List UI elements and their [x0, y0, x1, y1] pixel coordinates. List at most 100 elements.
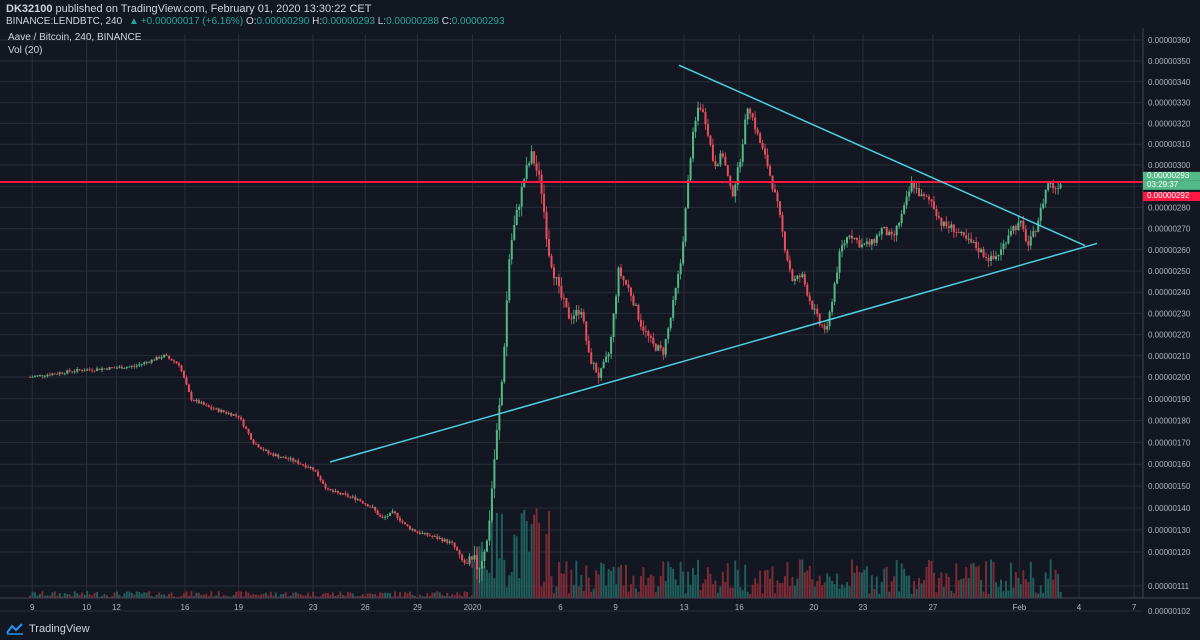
volume-bar [555, 586, 558, 598]
candle-body [41, 375, 44, 377]
candle-body [689, 158, 692, 181]
candle-body [701, 109, 704, 113]
candle-body [150, 359, 153, 363]
volume-bar [190, 591, 193, 598]
price-axis[interactable]: 0.00000360 0.00000350 0.00000340 0.00000330… [1142, 28, 1200, 620]
volume-bar [48, 595, 51, 598]
volume-bar [985, 561, 988, 598]
volume-bar [786, 562, 789, 598]
trendlines[interactable] [0, 64, 1143, 463]
candle-body [860, 244, 863, 248]
candle-body [1039, 208, 1042, 221]
candle-body [225, 412, 228, 414]
volume-bar [1052, 579, 1055, 598]
volume-bar [940, 572, 943, 598]
volume-bar [729, 587, 732, 598]
volume-bar [590, 591, 593, 598]
volume-bar [746, 591, 749, 598]
candle-body [408, 526, 411, 530]
volume-bar [349, 592, 352, 598]
candle-body [714, 160, 717, 167]
volume-bar [1007, 590, 1010, 598]
volume-bar [389, 593, 392, 598]
candle-body [277, 454, 280, 458]
time-axis[interactable]: 9 10 12 16 19 23 26 29 2020 6 9 13 16 20 23 27 Feb 4 7 [0, 597, 1200, 612]
volume-bar [1009, 562, 1012, 598]
last-price-label-bg [1143, 171, 1200, 181]
volume-bar [823, 582, 826, 598]
volume-bar [510, 572, 513, 598]
volume-bar [629, 584, 632, 598]
candle-body [493, 459, 496, 489]
volume-bar [381, 593, 384, 598]
series-title: Aave / Bitcoin, 240, BINANCE [8, 32, 142, 43]
candle-body [339, 492, 342, 495]
candle-body [299, 463, 302, 465]
volume-bar [716, 592, 719, 598]
volume-bar [235, 591, 238, 598]
candle-body [148, 361, 151, 363]
volume-bar [118, 594, 121, 598]
candle-body [552, 267, 555, 279]
volume-bar [905, 575, 908, 598]
time-tick-label: 23 [858, 603, 867, 612]
volume-bar [341, 595, 344, 598]
volume-bar [105, 595, 108, 598]
volume-bar [915, 588, 918, 598]
time-tick-label: 10 [82, 603, 91, 612]
volume-bar [431, 592, 434, 598]
volume-bar [428, 595, 431, 598]
candle-body [684, 208, 687, 242]
volume-bar [267, 595, 270, 598]
volume-bar [778, 583, 781, 598]
volume-bar [438, 592, 441, 598]
candle-body [309, 467, 312, 468]
volume-bar [538, 522, 541, 598]
candle-body [289, 458, 292, 460]
candle-body [384, 516, 387, 518]
candle-body [528, 163, 531, 166]
candle-body [888, 231, 891, 236]
volume-bar [212, 596, 215, 598]
candle-body [550, 255, 553, 268]
volume-bar [634, 588, 637, 598]
price-chart[interactable]: 0.00000360 0.00000350 0.00000340 0.00000330… [0, 28, 1200, 620]
volume-bar [58, 593, 61, 598]
volume-bar [875, 576, 878, 598]
candle-body [766, 154, 769, 167]
candle-body [915, 187, 918, 189]
candle-body [495, 430, 498, 460]
volume-bar [88, 594, 91, 598]
volume-bar [33, 592, 36, 598]
tradingview-brand[interactable]: TradingView [6, 623, 90, 635]
candle-body [761, 142, 764, 149]
volume-bar [687, 571, 690, 598]
candle-body [237, 415, 240, 418]
volume-bar [175, 596, 178, 598]
candle-body [508, 259, 511, 301]
candle-body [716, 164, 719, 167]
volume-bar [505, 587, 508, 598]
volume-bar [669, 566, 672, 598]
candle-body [736, 167, 739, 185]
candle-body [721, 153, 724, 157]
volume-bar [764, 570, 767, 598]
chart-area[interactable]: 0.00000360 0.00000350 0.00000340 0.00000330… [0, 28, 1200, 620]
volume-bar [160, 594, 163, 598]
candle-body [123, 368, 126, 369]
candle-body [178, 363, 180, 366]
candle-body [617, 267, 620, 297]
volume-bar [572, 584, 575, 598]
author-name[interactable]: DK32100 [6, 3, 53, 15]
volume-bar [463, 591, 466, 598]
candle-body [595, 363, 598, 373]
candle-body [637, 304, 640, 320]
volume-bar [336, 594, 339, 598]
candle-body [272, 453, 275, 457]
volume-bar [677, 585, 680, 598]
volume-bar [202, 594, 205, 598]
candle-body [793, 278, 796, 281]
candle-body [838, 251, 841, 273]
candle-body [264, 450, 267, 452]
candle-body [403, 522, 406, 525]
